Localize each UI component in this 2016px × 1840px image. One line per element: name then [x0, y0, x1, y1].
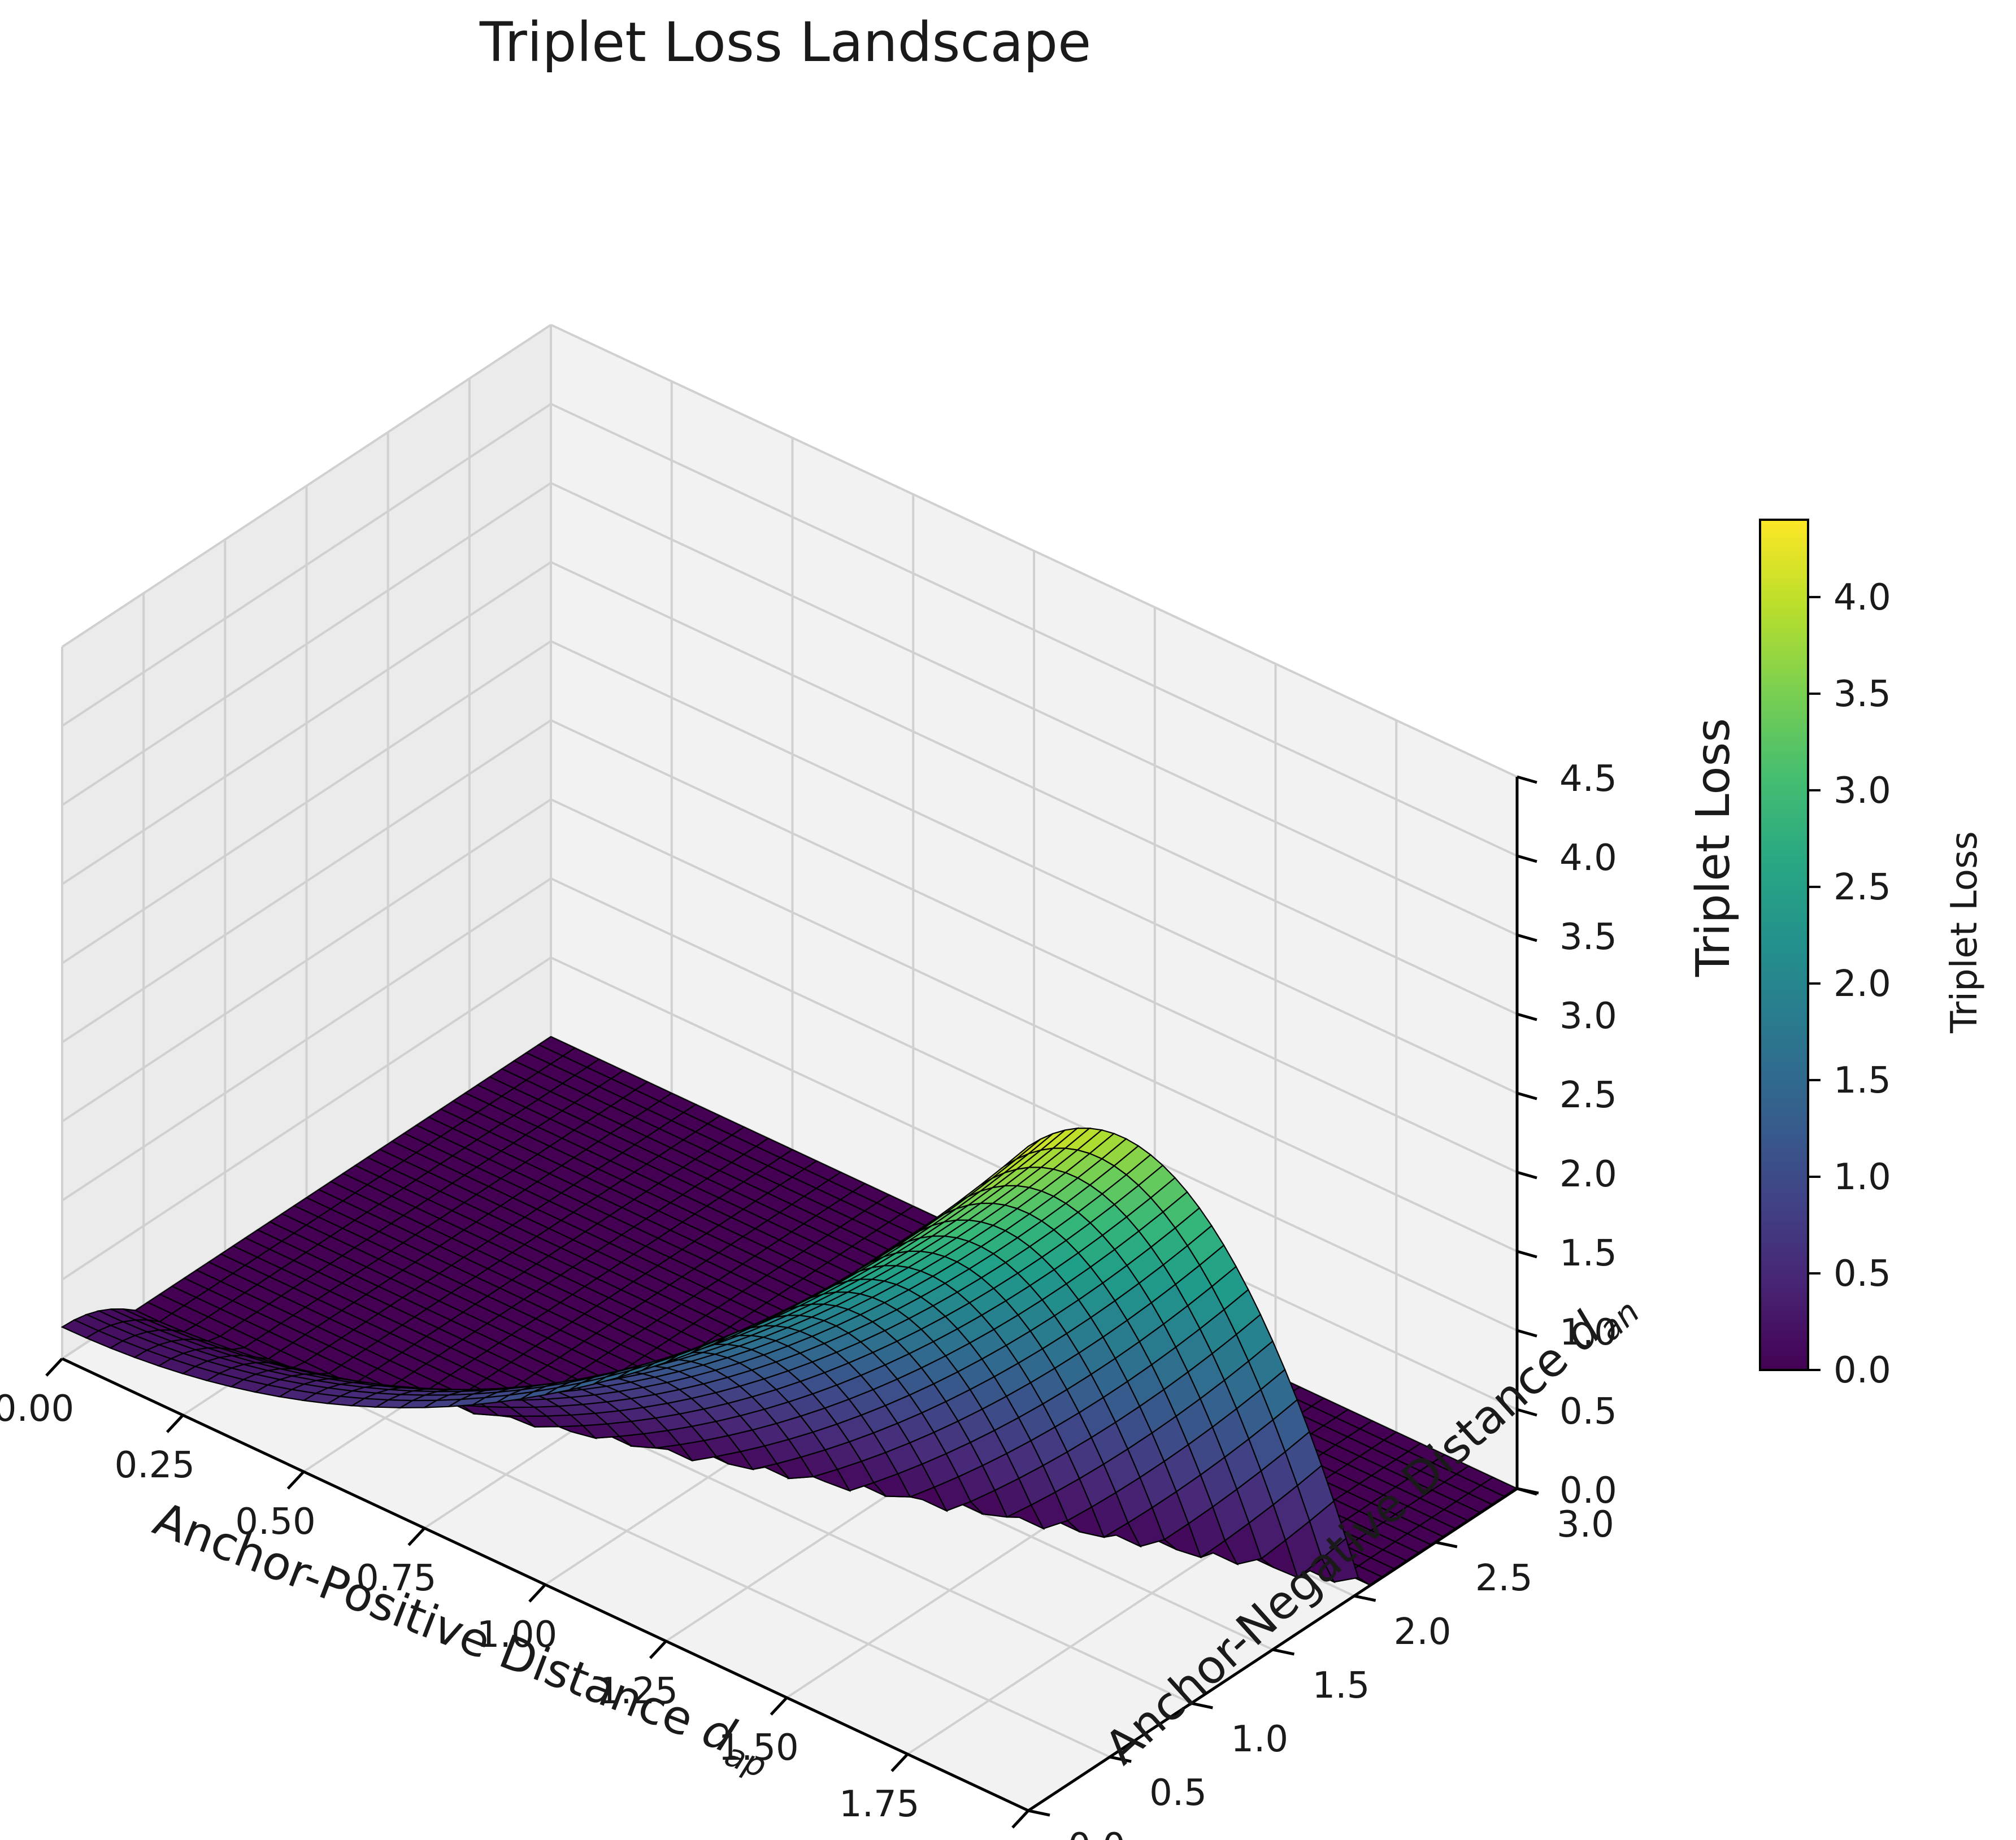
z-tick-label: 0.5 — [1559, 1391, 1617, 1433]
x-tick — [45, 1358, 63, 1377]
x-tick-label: 1.00 — [477, 1614, 558, 1656]
chart-title: Triplet Loss Landscape — [479, 11, 1091, 74]
colorbar: 0.0 0.5 1.0 1.5 2.0 2.5 3.0 3.5 4.0 — [1759, 519, 1891, 1391]
gridline-z — [550, 640, 1518, 1094]
colorbar-tick-label: 2.5 — [1833, 867, 1891, 908]
y-tick-label: 0.0 — [1068, 1826, 1126, 1840]
x-tick-label: 0.25 — [115, 1445, 195, 1486]
y-tick — [1191, 1702, 1213, 1709]
z-tick — [1517, 1487, 1537, 1496]
gridline-z — [61, 956, 552, 1281]
surface-plot — [60, 1036, 1519, 1586]
colorbar-label: Triplet Loss — [1944, 831, 1985, 1033]
tick-labels: 0.000.250.500.751.001.251.501.752.000.00… — [0, 758, 1617, 1840]
gridline-z — [61, 719, 552, 1043]
z-tick-label: 3.0 — [1559, 995, 1617, 1037]
x-tick-label: 0.00 — [0, 1388, 74, 1430]
z-tick-label: 2.0 — [1559, 1154, 1617, 1195]
z-tick — [1517, 1091, 1537, 1100]
y-tick — [1435, 1541, 1458, 1548]
y-tick — [1028, 1809, 1050, 1817]
colorbar-tick-label: 3.0 — [1833, 770, 1891, 812]
y-tick-label: 2.0 — [1394, 1611, 1452, 1653]
y-tick-label: 0.5 — [1149, 1772, 1207, 1814]
gridline-z — [550, 877, 1518, 1332]
colorbar-tick-label: 0.0 — [1833, 1350, 1891, 1391]
colorbar-gradient — [1759, 519, 1809, 1371]
z-tick-label: 2.5 — [1559, 1075, 1617, 1116]
z-tick-label: 1.5 — [1559, 1233, 1617, 1274]
z-tick — [1517, 775, 1537, 784]
colorbar-tick-label: 1.0 — [1833, 1156, 1891, 1198]
x-tick — [770, 1697, 788, 1716]
gridline-z — [61, 798, 552, 1123]
colorbar-tick-label: 3.5 — [1833, 673, 1891, 715]
z-tick — [1517, 933, 1537, 942]
z-tick-label: 4.0 — [1559, 837, 1617, 879]
y-tick — [1109, 1755, 1132, 1763]
colorbar-tick-label: 4.0 — [1833, 577, 1891, 619]
y-tick-label: 3.0 — [1557, 1504, 1614, 1546]
gridline-z — [61, 877, 552, 1202]
x-tick — [528, 1584, 546, 1603]
z-tick-label: 0.0 — [1559, 1470, 1617, 1512]
gridline-z — [550, 403, 1518, 857]
gridline-z — [61, 324, 552, 648]
x-tick — [166, 1414, 184, 1433]
x-tick-label: 0.50 — [235, 1501, 316, 1543]
gridline-z — [61, 640, 552, 964]
y-tick-label: 1.5 — [1313, 1665, 1370, 1707]
y-tick-label: 1.0 — [1231, 1719, 1288, 1760]
gridline-z — [550, 482, 1518, 936]
colorbar-tick-label: 2.0 — [1833, 963, 1891, 1005]
z-tick — [1517, 1012, 1537, 1021]
gridline-z — [61, 482, 552, 806]
x-tick-label: 0.75 — [356, 1558, 437, 1599]
z-tick — [1517, 1250, 1537, 1259]
z-tick-label: 4.5 — [1559, 758, 1617, 800]
z-tick-label: 3.5 — [1559, 916, 1617, 958]
x-tick — [1011, 1809, 1029, 1829]
surface-cell — [1003, 1138, 1041, 1167]
z-tick — [1517, 1171, 1537, 1180]
z-axis-label: Triplet Loss — [1687, 718, 1740, 977]
z-tick-label: 1.0 — [1559, 1312, 1617, 1354]
colorbar-tick-label: 1.5 — [1833, 1060, 1891, 1102]
gridline-z — [550, 324, 1518, 778]
x-tick — [649, 1640, 667, 1659]
gridline-z — [61, 403, 552, 727]
gridline-z — [550, 798, 1518, 1252]
x-tick — [286, 1471, 305, 1490]
y-tick-label: 2.5 — [1475, 1558, 1533, 1599]
gridline-z — [61, 561, 552, 885]
z-tick — [1517, 854, 1537, 863]
x-tick-label: 1.25 — [598, 1671, 679, 1712]
colorbar-tick-label: 0.5 — [1833, 1253, 1891, 1295]
x-tick — [407, 1527, 426, 1546]
z-tick — [1517, 1408, 1537, 1417]
x-tick-label: 1.75 — [839, 1784, 920, 1825]
z-tick — [1517, 1329, 1537, 1338]
x-tick — [890, 1753, 909, 1772]
y-tick — [1272, 1648, 1295, 1656]
gridline-z — [550, 719, 1518, 1173]
y-tick — [1354, 1594, 1376, 1602]
gridline-z — [550, 561, 1518, 1015]
x-tick-label: 1.50 — [718, 1727, 799, 1769]
axes-lines — [45, 775, 1539, 1829]
